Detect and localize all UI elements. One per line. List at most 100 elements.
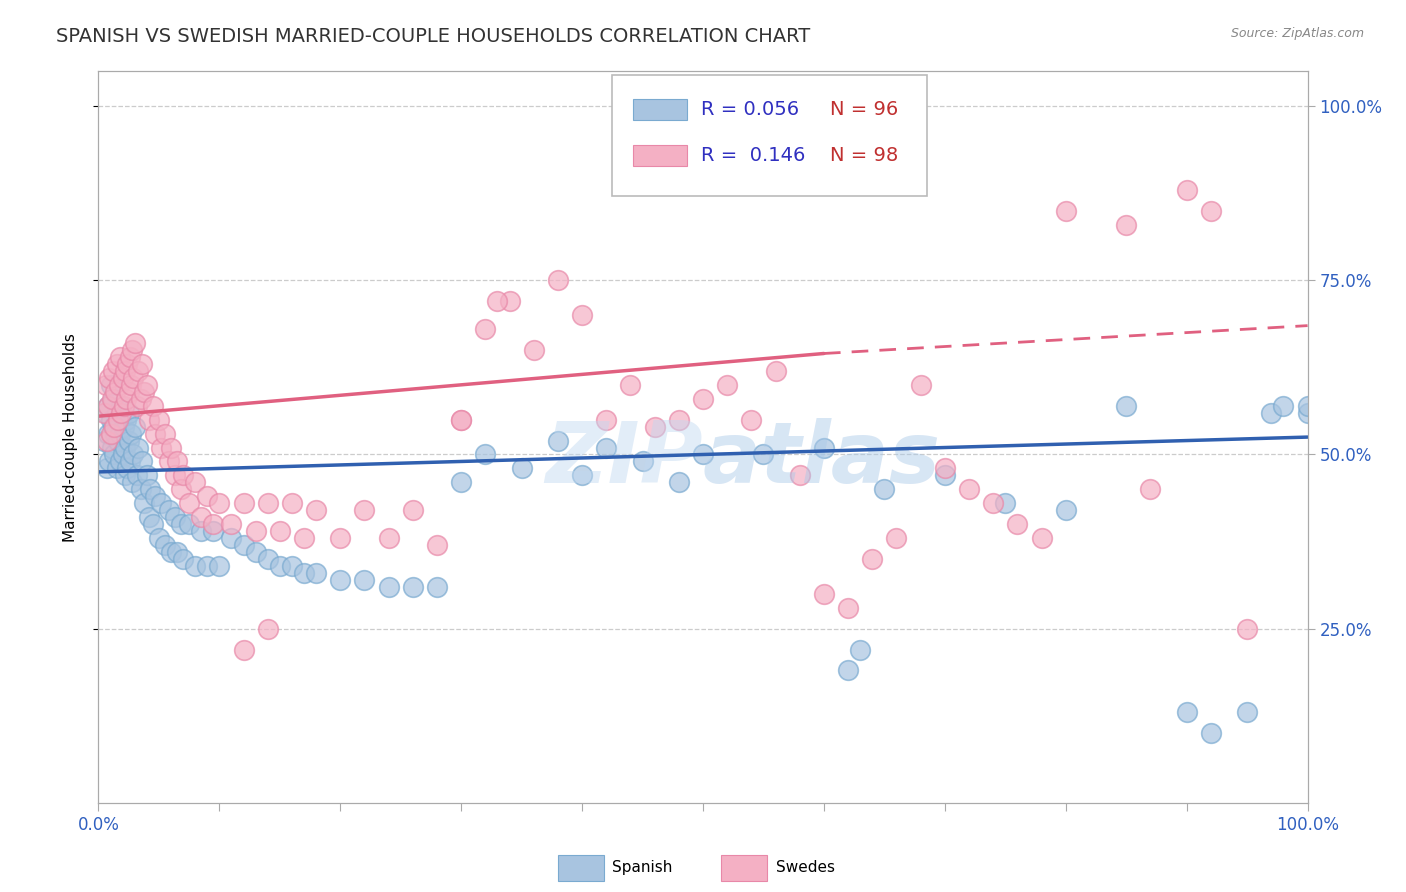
Point <box>813 587 835 601</box>
Point <box>96 434 118 448</box>
Point <box>184 558 207 573</box>
Point <box>114 441 136 455</box>
Point <box>1007 517 1029 532</box>
Point <box>1054 503 1077 517</box>
Point <box>96 461 118 475</box>
Point <box>1199 203 1222 218</box>
Point <box>101 364 124 378</box>
Point <box>103 419 125 434</box>
Point <box>124 419 146 434</box>
Point <box>740 412 762 426</box>
Point <box>692 392 714 406</box>
Point <box>221 517 243 532</box>
Point <box>131 357 153 371</box>
Point <box>789 468 811 483</box>
Point <box>108 454 131 468</box>
Point <box>256 552 278 566</box>
Point <box>305 566 328 580</box>
Point <box>160 441 183 455</box>
Point <box>160 545 183 559</box>
Point <box>131 454 153 468</box>
Point <box>195 489 218 503</box>
Point <box>353 573 375 587</box>
Point <box>93 406 115 420</box>
Point <box>97 426 120 441</box>
Point <box>169 517 191 532</box>
Point <box>377 531 399 545</box>
Point <box>547 273 569 287</box>
Point <box>94 406 117 420</box>
Point <box>169 483 191 497</box>
Point <box>1199 726 1222 740</box>
Point <box>450 412 472 426</box>
Point <box>105 357 128 371</box>
Point <box>426 580 449 594</box>
Point <box>103 448 125 462</box>
Point <box>118 434 141 448</box>
Point <box>127 399 149 413</box>
Text: Spanish: Spanish <box>613 861 672 875</box>
Point <box>172 468 194 483</box>
Point <box>112 419 135 434</box>
Point <box>1175 705 1198 719</box>
Point <box>93 434 115 448</box>
Point <box>100 426 122 441</box>
Point <box>619 377 641 392</box>
Point <box>849 642 872 657</box>
Point <box>105 461 128 475</box>
Point <box>101 419 124 434</box>
Point <box>117 461 139 475</box>
Point <box>402 503 425 517</box>
Point <box>135 377 157 392</box>
Point <box>166 454 188 468</box>
Point <box>837 664 859 678</box>
Point <box>595 441 617 455</box>
Text: ZIP: ZIP <box>546 417 703 500</box>
FancyBboxPatch shape <box>721 855 768 881</box>
Point <box>108 412 131 426</box>
Point <box>142 399 165 413</box>
FancyBboxPatch shape <box>558 855 603 881</box>
Point <box>97 399 120 413</box>
Point <box>256 496 278 510</box>
Point <box>107 434 129 448</box>
FancyBboxPatch shape <box>633 99 688 120</box>
Point <box>100 441 122 455</box>
Point <box>292 531 315 545</box>
Point <box>112 399 135 413</box>
Text: N = 96: N = 96 <box>830 100 898 119</box>
Point <box>245 524 267 538</box>
Point <box>547 434 569 448</box>
Point <box>138 510 160 524</box>
Point <box>474 448 496 462</box>
Point <box>100 392 122 406</box>
Y-axis label: Married-couple Households: Married-couple Households <box>63 333 77 541</box>
Point <box>1139 483 1161 497</box>
Point <box>668 412 690 426</box>
Point <box>1296 406 1319 420</box>
Text: atlas: atlas <box>703 417 941 500</box>
Point <box>153 538 176 552</box>
Point <box>256 622 278 636</box>
Point <box>353 503 375 517</box>
Text: SPANISH VS SWEDISH MARRIED-COUPLE HOUSEHOLDS CORRELATION CHART: SPANISH VS SWEDISH MARRIED-COUPLE HOUSEH… <box>56 27 810 45</box>
Point <box>523 343 546 357</box>
Point <box>100 412 122 426</box>
Point <box>97 399 120 413</box>
Point <box>450 475 472 490</box>
Point <box>860 552 883 566</box>
Point <box>118 454 141 468</box>
Point <box>108 350 131 364</box>
Point <box>202 517 225 532</box>
Point <box>127 364 149 378</box>
Point <box>1175 183 1198 197</box>
Text: R = 0.056: R = 0.056 <box>700 100 799 119</box>
Point <box>120 426 142 441</box>
Point <box>120 377 142 392</box>
Point <box>571 468 593 483</box>
Point <box>981 496 1004 510</box>
Point <box>100 377 122 392</box>
Point <box>104 384 127 399</box>
Point <box>122 448 145 462</box>
Point <box>232 538 254 552</box>
